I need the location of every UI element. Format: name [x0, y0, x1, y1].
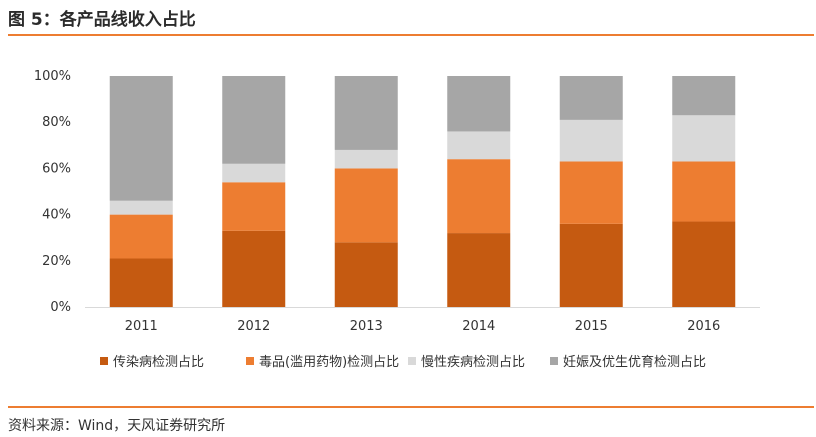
legend: 传染病检测占比 毒品(滥用药物)检测占比 慢性疾病检测占比 妊娠及优生优育检测占比 [100, 354, 706, 370]
bar-segment-2 [334, 168, 398, 243]
bar-segment-2 [672, 161, 736, 222]
y-axis-ticks: 0% 20% 40% 60% 80% 100% [34, 69, 71, 315]
stacked-bar-chart: 0%20%40%60%80%100% 2011 2012 2013 2014 2015 2… [34, 69, 760, 370]
title-divider [8, 34, 814, 36]
x-tick-label: 2013 [350, 319, 383, 334]
source-divider [8, 406, 814, 408]
legend-swatch [246, 357, 254, 365]
bar-segment-3 [222, 163, 286, 183]
x-tick-label: 2011 [125, 319, 158, 334]
bar-segment-3 [559, 119, 623, 162]
x-tick-label: 2012 [237, 319, 270, 334]
bar-segment-3 [334, 149, 398, 169]
bar-segment-4 [222, 76, 286, 164]
source-note: 资料来源：Wind，天风证券研究所 [8, 418, 226, 434]
legend-swatch [408, 357, 416, 365]
bar-segment-3 [672, 115, 736, 162]
figure-title: 图 5：各产品线收入占比 [8, 10, 196, 30]
bar-segment-4 [672, 76, 736, 116]
legend-label: 毒品(滥用药物)检测占比 [259, 355, 399, 370]
legend-label: 慢性疾病检测占比 [421, 354, 525, 370]
x-axis-ticks: 2011 2012 2013 2014 2015 2016 [125, 319, 721, 334]
bar-segment-3 [447, 131, 511, 160]
y-tick-label: 40% [42, 208, 71, 223]
legend-label: 妊娠及优生优育检测占比 [563, 354, 706, 370]
bar-segment-1 [109, 258, 173, 307]
bar-segment-2 [559, 161, 623, 224]
bar-segment-1 [222, 230, 286, 307]
legend-label: 传染病检测占比 [113, 355, 204, 370]
bar-area [109, 76, 736, 307]
bar-segment-3 [109, 200, 173, 215]
bar-segment-4 [447, 76, 511, 132]
bar-segment-2 [222, 182, 286, 231]
bar-segment-1 [559, 223, 623, 307]
bar-segment-4 [559, 76, 623, 120]
bar-segment-1 [672, 221, 736, 307]
x-tick-label: 2015 [575, 319, 608, 334]
y-tick-label: 20% [42, 254, 71, 269]
bar-segment-1 [447, 233, 511, 307]
bar-segment-4 [109, 76, 173, 201]
y-tick-label: 80% [42, 115, 71, 130]
legend-swatch [100, 357, 108, 365]
legend-swatch [550, 357, 558, 365]
y-tick-label: 60% [42, 161, 71, 176]
bar-segment-2 [109, 214, 173, 259]
y-tick-label: 100% [34, 69, 71, 84]
y-tick-label: 0% [50, 300, 71, 315]
bar-segment-1 [334, 242, 398, 307]
x-tick-label: 2014 [462, 319, 495, 334]
bar-segment-4 [334, 76, 398, 150]
bar-segment-2 [447, 159, 511, 234]
x-tick-label: 2016 [687, 319, 720, 334]
